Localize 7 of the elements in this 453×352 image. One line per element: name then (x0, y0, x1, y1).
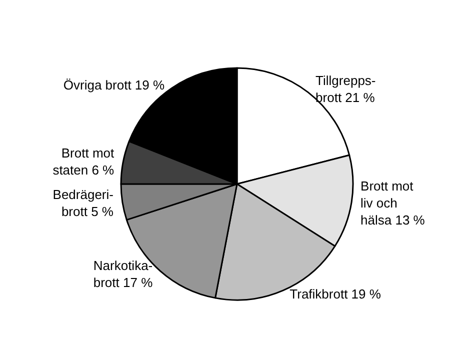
slice-label: Övriga brott 19 % (63, 77, 165, 92)
slice-label: Brott mot liv och hälsa 13 % (360, 178, 426, 228)
slice-label: Bedrägeri- brott 5 % (52, 186, 114, 219)
slice-label: Trafikbrott 19 % (290, 286, 382, 302)
slice-label: Narkotika- brott 17 % (93, 258, 154, 290)
slice-label: Tillgrepps- brott 21 % (316, 73, 376, 106)
slice-label: Brott mot staten 6 % (52, 146, 115, 178)
